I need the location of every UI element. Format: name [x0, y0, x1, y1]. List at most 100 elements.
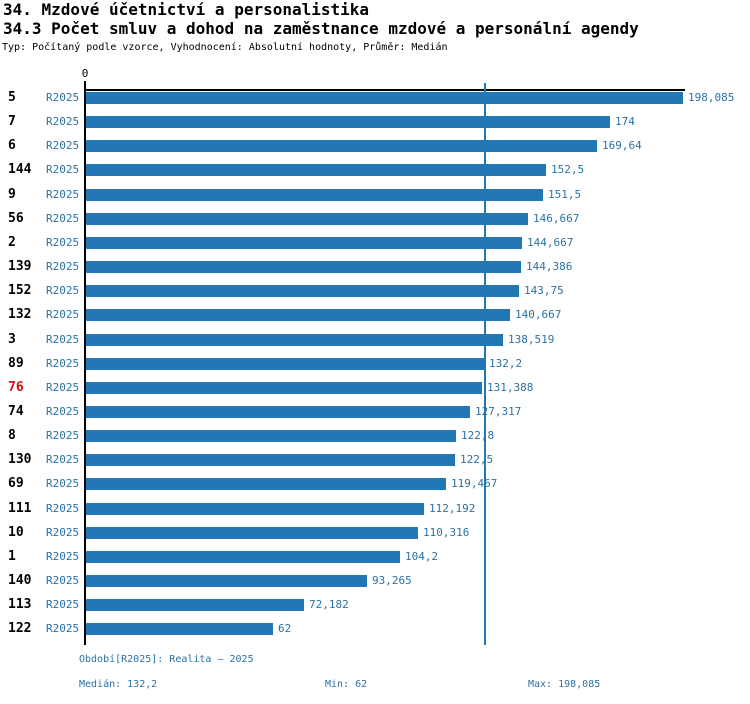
- footer-min-label: Min: 62: [325, 679, 368, 690]
- bar: [86, 164, 546, 176]
- row-category-label: 6: [8, 138, 16, 153]
- row-series-label: R2025: [46, 188, 80, 201]
- row-series-label: R2025: [46, 526, 80, 539]
- bar-value-label: 122,5: [460, 453, 494, 466]
- bar-value-label: 144,667: [527, 236, 574, 249]
- row-category-label: 7: [8, 114, 16, 129]
- bar-value-label: 131,388: [487, 381, 534, 394]
- bar-value-label: 152,5: [551, 163, 585, 176]
- bar-value-label: 144,386: [526, 260, 573, 273]
- x-axis-line: [84, 89, 685, 91]
- median-line: [484, 83, 486, 645]
- row-series-label: R2025: [46, 381, 80, 394]
- bar-value-label: 110,316: [423, 526, 470, 539]
- row-series-label: R2025: [46, 236, 80, 249]
- row-series-label: R2025: [46, 308, 80, 321]
- chart-title: 34.3 Počet smluv a dohod na zaměstnance …: [3, 19, 639, 38]
- bar-value-label: 198,085: [688, 91, 735, 104]
- bar-value-label: 62: [278, 622, 292, 635]
- bar: [86, 503, 424, 515]
- bar: [86, 599, 304, 611]
- row-series-label: R2025: [46, 115, 80, 128]
- row-series-label: R2025: [46, 598, 80, 611]
- row-category-label: 10: [8, 525, 24, 540]
- bar: [86, 334, 503, 346]
- bar-value-label: 93,265: [372, 574, 412, 587]
- footer-period-label: Období[R2025]: Realita – 2025: [79, 654, 254, 665]
- bar-value-label: 127,317: [475, 405, 522, 418]
- bar-value-label: 169,64: [602, 139, 642, 152]
- bar: [86, 92, 683, 104]
- row-series-label: R2025: [46, 163, 80, 176]
- bar: [86, 478, 446, 490]
- bar: [86, 189, 543, 201]
- row-series-label: R2025: [46, 91, 80, 104]
- x-axis-zero-tick-label: 0: [81, 67, 89, 80]
- row-series-label: R2025: [46, 574, 80, 587]
- row-category-label: 89: [8, 356, 24, 371]
- x-axis-zero-tick: [84, 81, 86, 95]
- bar-value-label: 143,75: [524, 284, 564, 297]
- row-category-label: 56: [8, 211, 24, 226]
- row-category-label: 144: [8, 162, 32, 177]
- row-series-label: R2025: [46, 477, 80, 490]
- bar: [86, 116, 610, 128]
- row-series-label: R2025: [46, 405, 80, 418]
- row-category-label: 74: [8, 404, 24, 419]
- y-axis-line: [84, 89, 86, 645]
- row-category-label: 139: [8, 259, 32, 274]
- bar: [86, 309, 510, 321]
- row-series-label: R2025: [46, 453, 80, 466]
- bar: [86, 382, 482, 394]
- row-series-label: R2025: [46, 284, 80, 297]
- bar-value-label: 104,2: [405, 550, 439, 563]
- row-series-label: R2025: [46, 139, 80, 152]
- row-series-label: R2025: [46, 333, 80, 346]
- row-category-label: 2: [8, 235, 16, 250]
- row-series-label: R2025: [46, 550, 80, 563]
- bar-value-label: 146,667: [533, 212, 580, 225]
- row-series-label: R2025: [46, 622, 80, 635]
- bar-value-label: 132,2: [489, 357, 523, 370]
- bar: [86, 551, 400, 563]
- row-series-label: R2025: [46, 502, 80, 515]
- footer-median-label: Medián: 132,2: [79, 679, 158, 690]
- chart-subtitle: Typ: Počítaný podle vzorce, Vyhodnocení:…: [2, 42, 448, 53]
- bar: [86, 358, 484, 370]
- bar: [86, 430, 456, 442]
- row-category-label: 1: [8, 549, 16, 564]
- row-category-label: 152: [8, 283, 32, 298]
- row-category-label: 8: [8, 428, 16, 443]
- bar: [86, 261, 521, 273]
- bar: [86, 285, 519, 297]
- row-category-label: 69: [8, 476, 24, 491]
- report-title: 34. Mzdové účetnictví a personalistika: [3, 0, 370, 19]
- bar-value-label: 138,519: [508, 333, 555, 346]
- bar-value-label: 140,667: [515, 308, 562, 321]
- row-series-label: R2025: [46, 429, 80, 442]
- bar: [86, 140, 597, 152]
- bar: [86, 575, 367, 587]
- bar: [86, 527, 418, 539]
- row-category-label: 130: [8, 452, 32, 467]
- bar-value-label: 112,192: [429, 502, 476, 515]
- bar-value-label: 119,467: [451, 477, 498, 490]
- row-category-label: 5: [8, 90, 16, 105]
- row-series-label: R2025: [46, 357, 80, 370]
- row-category-label: 9: [8, 187, 16, 202]
- bar: [86, 406, 470, 418]
- row-category-label: 113: [8, 597, 32, 612]
- row-series-label: R2025: [46, 260, 80, 273]
- bar-value-label: 72,182: [309, 598, 349, 611]
- bar: [86, 213, 528, 225]
- row-category-label: 3: [8, 332, 16, 347]
- row-series-label: R2025: [46, 212, 80, 225]
- bar-value-label: 151,5: [548, 188, 582, 201]
- row-category-label: 122: [8, 621, 32, 636]
- footer-max-label: Max: 198,085: [528, 679, 601, 690]
- row-category-label: 76: [8, 380, 24, 395]
- row-category-label: 111: [8, 501, 32, 516]
- row-category-label: 140: [8, 573, 32, 588]
